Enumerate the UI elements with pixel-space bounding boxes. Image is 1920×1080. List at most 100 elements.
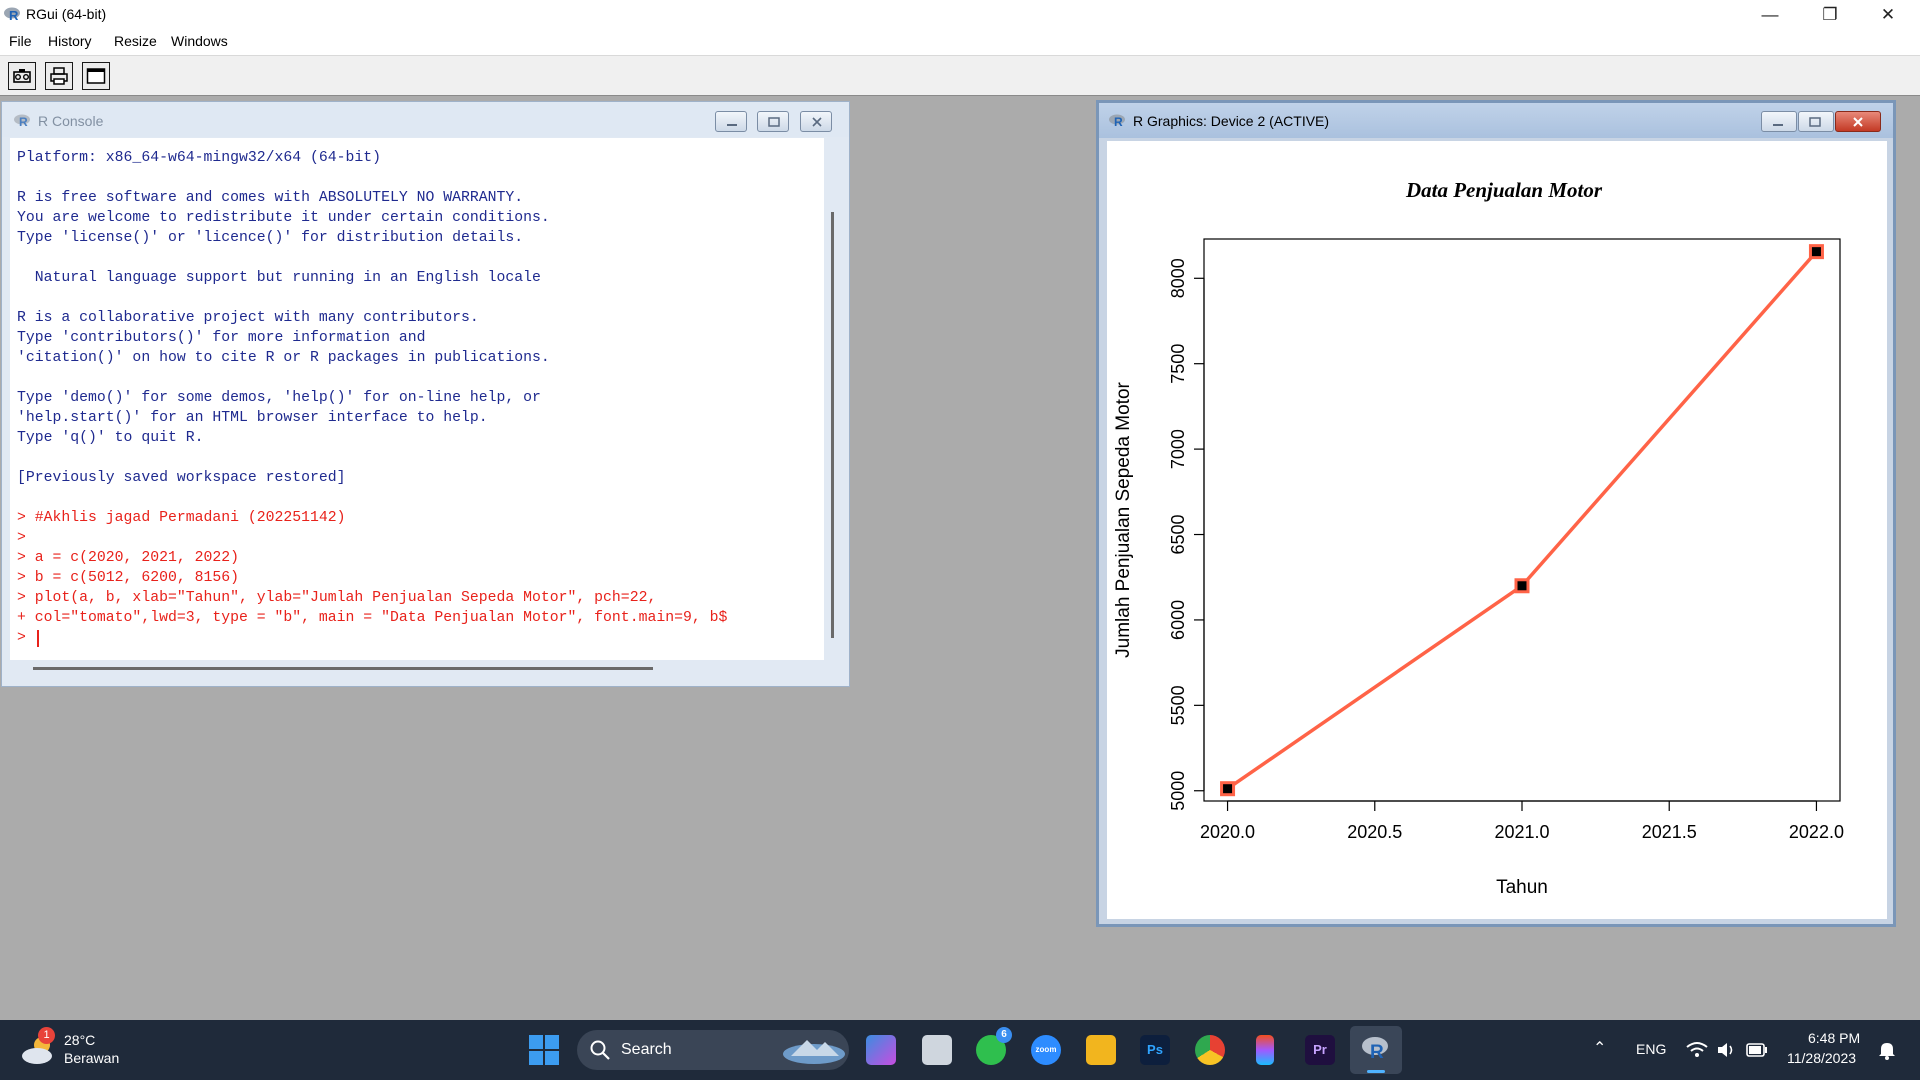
x-tick-label: 2020.5 [1347, 822, 1402, 842]
minimize-button[interactable]: — [1761, 5, 1779, 24]
graphics-maximize-button[interactable] [1798, 111, 1834, 132]
search-highlight-icon [783, 1040, 845, 1064]
y-tick-label: 5000 [1168, 771, 1188, 811]
y-tick-label: 8000 [1168, 258, 1188, 298]
console-line: 'help.start()' for an HTML browser inter… [17, 410, 488, 426]
print-button[interactable] [45, 62, 73, 90]
text-cursor [37, 630, 39, 647]
language-indicator[interactable]: ENG [1636, 1041, 1667, 1057]
r-console-title-bar[interactable]: R R Console [2, 102, 849, 137]
menu-bar: File History Resize Windows [0, 29, 1920, 55]
app-title: RGui (64-bit) [26, 6, 107, 22]
x-tick-label: 2022.0 [1789, 822, 1844, 842]
maximize-icon [768, 117, 780, 127]
console-line: > plot(a, b, xlab="Tahun", ylab="Jumlah … [17, 590, 657, 606]
menu-windows[interactable]: Windows [171, 33, 228, 49]
series-segment [1520, 250, 1818, 587]
y-tick-label: 6000 [1168, 600, 1188, 640]
start-button[interactable] [528, 1034, 560, 1066]
weather-badge: 1 [38, 1027, 55, 1044]
app-title-bar: R RGui (64-bit) — ❐ ✕ [0, 0, 1920, 29]
console-line [17, 248, 727, 268]
window-icon [86, 68, 106, 84]
console-line: > b = c(5012, 6200, 8156) [17, 570, 239, 586]
console-close-button[interactable] [800, 111, 832, 132]
console-line: Type 'demo()' for some demos, 'help()' f… [17, 390, 541, 406]
taskbar: 1 28°C Berawan Search 6 zoom Ps Pr R ⌃ E… [0, 1020, 1920, 1080]
r-logo-icon: R [14, 113, 32, 133]
x-axis-label: Tahun [1496, 877, 1548, 898]
console-text: Platform: x86_64-w64-mingw32/x64 (64-bit… [17, 148, 727, 648]
console-line: Type 'q()' to quit R. [17, 430, 204, 446]
menu-history[interactable]: History [48, 33, 92, 49]
chart-title: Data Penjualan Motor [1405, 178, 1603, 202]
r-logo-icon: R [1109, 113, 1127, 133]
search-icon [590, 1040, 610, 1060]
r-graphics-window[interactable]: R R Graphics: Device 2 (ACTIVE) Data Pen… [1096, 100, 1896, 927]
y-tick-label: 7500 [1168, 344, 1188, 384]
chrome-app-icon[interactable] [1195, 1035, 1225, 1065]
console-minimize-button[interactable] [715, 111, 747, 132]
console-line [17, 368, 727, 388]
graphics-close-button[interactable] [1835, 111, 1881, 132]
console-window-button[interactable] [82, 62, 110, 90]
r-console-title: R Console [38, 113, 104, 129]
y-axis: 5000 5500 6000 6500 7000 7500 8000 [1168, 258, 1205, 811]
console-maximize-button[interactable] [757, 111, 789, 132]
console-line: > [17, 630, 26, 646]
whatsapp-badge: 6 [996, 1027, 1012, 1043]
console-output[interactable]: Platform: x86_64-w64-mingw32/x64 (64-bit… [10, 138, 824, 660]
chevron-up-icon[interactable]: ⌃ [1593, 1040, 1607, 1057]
close-button[interactable]: ✕ [1880, 5, 1896, 24]
console-line [17, 288, 727, 308]
console-line: > #Akhlis jagad Permadani (202251142) [17, 510, 346, 526]
windows-icon [529, 1035, 559, 1065]
r-graphics-title: R Graphics: Device 2 (ACTIVE) [1133, 113, 1330, 129]
menu-resize[interactable]: Resize [114, 33, 157, 49]
file-app-icon[interactable] [922, 1035, 952, 1065]
file-explorer-icon[interactable] [1086, 1035, 1116, 1065]
figma-app-icon[interactable] [1256, 1035, 1274, 1065]
copilot-app-icon[interactable] [866, 1035, 896, 1065]
console-line: > a = c(2020, 2021, 2022) [17, 550, 239, 566]
x-axis: 2020.0 2020.5 2021.0 2021.5 2022.0 [1200, 800, 1844, 842]
svg-text:R: R [9, 8, 19, 22]
menu-file[interactable]: File [9, 33, 32, 49]
svg-text:R: R [1114, 115, 1123, 128]
x-tick-label: 2020.0 [1200, 822, 1255, 842]
svg-text:R: R [1370, 1042, 1384, 1061]
data-point [1514, 578, 1530, 594]
battery-icon[interactable] [1746, 1043, 1768, 1057]
clock-time[interactable]: 6:48 PM [1808, 1030, 1861, 1046]
weather-widget[interactable]: 1 28°C Berawan [18, 1027, 138, 1070]
wifi-icon[interactable] [1686, 1041, 1708, 1059]
r-console-window[interactable]: R R Console Platform: x86_64-w64-mingw32… [1, 101, 850, 687]
x-tick-label: 2021.0 [1494, 822, 1549, 842]
x-tick-label: 2021.5 [1642, 822, 1697, 842]
volume-icon[interactable] [1716, 1041, 1736, 1059]
y-axis-label: Jumlah Penjualan Sepeda Motor [1113, 381, 1134, 657]
console-line: 'citation()' on how to cite R or R packa… [17, 350, 550, 366]
console-line: Platform: x86_64-w64-mingw32/x64 (64-bit… [17, 150, 382, 166]
premiere-app-icon[interactable]: Pr [1305, 1035, 1335, 1065]
console-line: Natural language support but running in … [17, 270, 541, 286]
vertical-scrollbar[interactable] [831, 212, 834, 638]
r-logo-icon: R [1362, 1037, 1388, 1061]
whatsapp-app-icon[interactable]: 6 [976, 1027, 1012, 1065]
r-graphics-title-bar[interactable]: R R Graphics: Device 2 (ACTIVE) [1099, 103, 1893, 138]
zoom-app-icon[interactable]: zoom [1031, 1035, 1061, 1065]
console-line: You are welcome to redistribute it under… [17, 210, 550, 226]
console-line: [Previously saved workspace restored] [17, 470, 346, 486]
console-line [17, 488, 727, 508]
console-line: + col="tomato",lwd=3, type = "b", main =… [17, 610, 728, 626]
rgui-app-icon[interactable]: R [1350, 1026, 1402, 1074]
copy-paste-button[interactable] [8, 62, 36, 90]
console-line: R is a collaborative project with many c… [17, 310, 479, 326]
graphics-minimize-button[interactable] [1761, 111, 1797, 132]
photoshop-app-icon[interactable]: Ps [1140, 1035, 1170, 1065]
notification-bell-icon[interactable] [1877, 1040, 1897, 1060]
horizontal-scrollbar[interactable] [33, 667, 653, 670]
clock-date[interactable]: 11/28/2023 [1787, 1050, 1857, 1066]
restore-button[interactable]: ❐ [1822, 5, 1838, 24]
taskbar-search[interactable]: Search [577, 1030, 849, 1070]
